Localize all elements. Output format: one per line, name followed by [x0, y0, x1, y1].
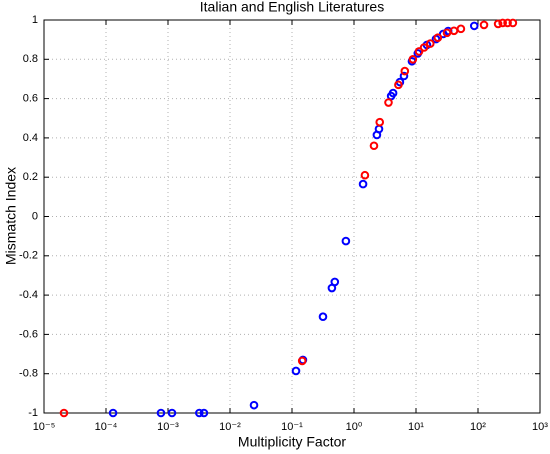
x-tick-label: 10⁻²	[219, 421, 241, 433]
y-axis-label: Mismatch Index	[3, 167, 19, 265]
y-tick-label: -1	[28, 407, 38, 419]
x-tick-label: 10⁰	[346, 421, 363, 433]
y-tick-label: 1	[32, 14, 38, 26]
y-tick-label: 0	[32, 210, 38, 222]
scatter-point	[479, 20, 489, 30]
scatter-point	[318, 312, 328, 322]
scatter-point	[108, 408, 118, 418]
scatter-point	[508, 18, 518, 28]
x-tick-label: 10⁻³	[157, 421, 179, 433]
scatter-point	[369, 141, 379, 151]
y-tick-label: 0.2	[23, 171, 38, 183]
y-tick-label: 0.4	[23, 132, 38, 144]
scatter-point	[199, 408, 209, 418]
y-tick-label: -0.6	[19, 328, 38, 340]
x-tick-label: 10⁻⁴	[95, 421, 118, 433]
scatter-point	[456, 24, 466, 34]
y-tick-label: -0.4	[19, 289, 38, 301]
y-tick-label: 0.6	[23, 93, 38, 105]
y-tick-label: -0.2	[19, 250, 38, 262]
x-tick-label: 10¹	[408, 421, 424, 433]
scatter-point	[249, 400, 259, 410]
scatter-point	[408, 55, 418, 64]
y-tick-label: 0.8	[23, 53, 38, 65]
scatter-point	[399, 71, 409, 81]
scatter-point	[59, 408, 69, 418]
chart-title: Italian and English Literatures	[200, 0, 384, 15]
scatter-point	[419, 43, 429, 52]
scatter-point	[388, 88, 398, 98]
x-tick-label: 10²	[470, 421, 486, 433]
x-tick-label: 10³	[532, 421, 548, 433]
y-tick-label: -0.8	[19, 368, 38, 380]
scatter-point	[375, 117, 385, 127]
scatter-point	[360, 170, 370, 180]
scatter-point	[291, 366, 301, 376]
scatter-point	[167, 408, 177, 418]
scatter-point	[195, 408, 204, 418]
scatter-point	[498, 18, 507, 28]
x-axis-label: Multiplicity Factor	[238, 434, 346, 450]
scatter-point	[400, 66, 410, 76]
scatter-point	[503, 18, 512, 28]
scatter-point	[493, 19, 503, 29]
scatter-point	[297, 356, 307, 366]
x-tick-label: 10⁻⁵	[33, 421, 56, 433]
scatter-point	[384, 98, 393, 107]
scatter-point	[358, 179, 368, 189]
scatter-point	[394, 80, 403, 90]
scatter-point	[341, 236, 351, 246]
scatter-point	[425, 39, 435, 48]
scatter-point	[330, 277, 340, 287]
scatter-point	[469, 21, 479, 31]
scatter-point	[156, 408, 166, 418]
scatter-point	[433, 33, 443, 42]
x-tick-label: 10⁻¹	[281, 421, 303, 433]
plot-frame	[43, 19, 541, 414]
